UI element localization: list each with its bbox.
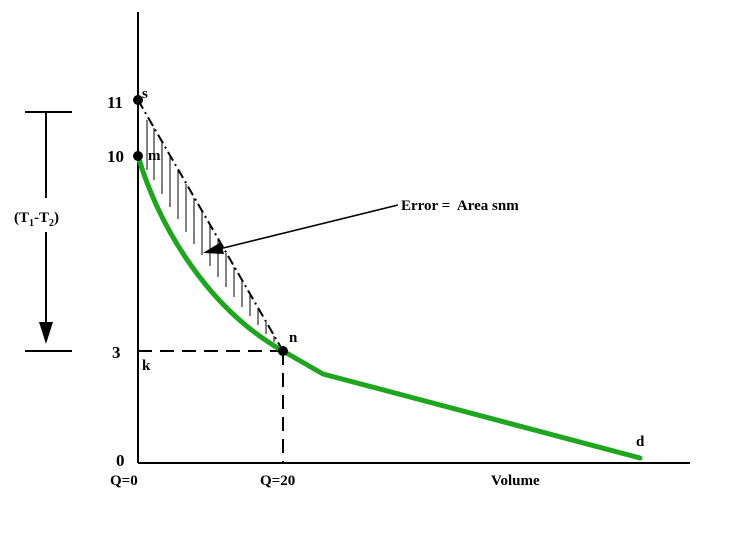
difference-label-main: (T bbox=[14, 210, 29, 226]
difference-label-sub2: 2 bbox=[49, 218, 54, 229]
point-n-label: n bbox=[289, 330, 298, 346]
x-tick-q20: Q=20 bbox=[260, 473, 295, 489]
point-s-marker bbox=[133, 95, 143, 105]
error-area-hatching bbox=[146, 120, 275, 342]
y-tick-3: 3 bbox=[112, 343, 121, 362]
y-tick-0: 0 bbox=[116, 451, 125, 470]
storage-curve bbox=[135, 153, 643, 461]
point-s-label: s bbox=[142, 86, 148, 102]
point-m-marker bbox=[133, 151, 143, 161]
error-leader-line bbox=[206, 204, 399, 253]
dimension-arrowhead bbox=[39, 322, 53, 344]
error-leader-arrowhead bbox=[203, 242, 224, 254]
x-axis-label: Volume bbox=[491, 473, 540, 489]
error-annotation: Error = Area snm bbox=[401, 198, 519, 214]
y-tick-10: 10 bbox=[107, 147, 124, 166]
difference-label-sub1: 1 bbox=[29, 218, 34, 229]
difference-label: (T1-T2) bbox=[14, 210, 59, 229]
point-k-label: k bbox=[142, 358, 151, 374]
x-tick-q0: Q=0 bbox=[110, 473, 138, 489]
difference-label-close: ) bbox=[54, 210, 59, 226]
point-m-label: m bbox=[148, 148, 161, 164]
chord-s-n bbox=[137, 99, 284, 352]
y-tick-11: 11 bbox=[107, 93, 123, 112]
point-d-label: d bbox=[636, 434, 645, 450]
difference-label-dash: -T bbox=[34, 210, 49, 226]
point-n-marker bbox=[278, 346, 288, 356]
